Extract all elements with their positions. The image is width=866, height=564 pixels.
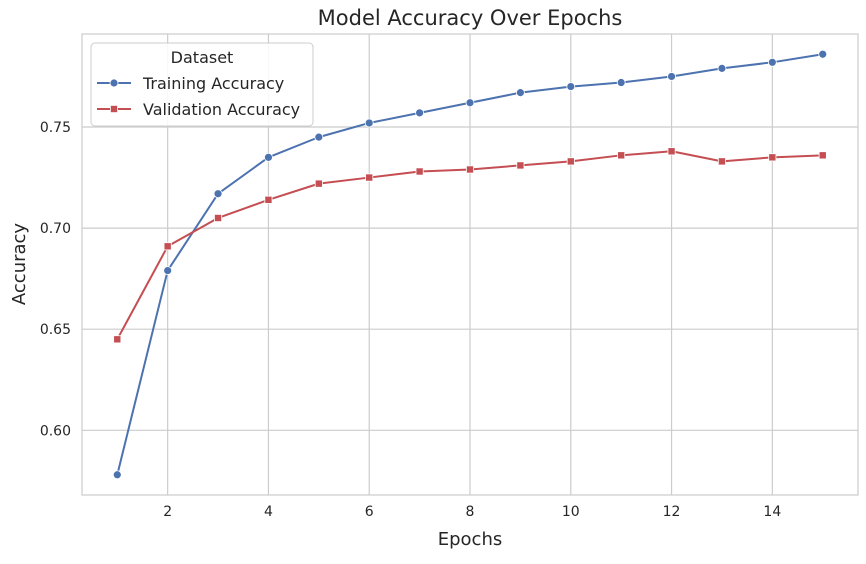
x-tick-label: 4 bbox=[264, 504, 273, 520]
data-point bbox=[667, 72, 676, 81]
y-tick-label: 0.70 bbox=[40, 221, 71, 237]
legend-entries: Training Accuracy Validation Accuracy bbox=[97, 74, 300, 119]
data-point bbox=[767, 57, 777, 67]
x-axis-title: Epochs bbox=[438, 529, 503, 550]
series-training bbox=[112, 49, 828, 480]
data-point bbox=[465, 98, 475, 108]
series-layer bbox=[112, 49, 828, 480]
plot-frame bbox=[81, 33, 859, 496]
data-point bbox=[818, 151, 827, 160]
data-point bbox=[566, 82, 576, 91]
data-point bbox=[617, 151, 626, 160]
data-point bbox=[717, 63, 727, 73]
x-tick-label: 2 bbox=[163, 504, 172, 520]
x-tick-label: 12 bbox=[663, 504, 681, 520]
data-point bbox=[667, 147, 676, 156]
data-point bbox=[515, 88, 525, 98]
data-point bbox=[516, 161, 525, 170]
y-axis-title: Accuracy bbox=[9, 223, 30, 306]
x-axis-ticks: 2 4 6 8 10 12 14 bbox=[163, 504, 781, 520]
x-tick-label: 14 bbox=[763, 504, 781, 520]
legend-label: Training Accuracy bbox=[142, 74, 284, 93]
legend-title: Dataset bbox=[171, 48, 234, 67]
data-point bbox=[768, 153, 777, 162]
data-point bbox=[415, 167, 424, 176]
data-point bbox=[163, 242, 172, 251]
data-point bbox=[365, 173, 374, 182]
data-point bbox=[213, 189, 223, 199]
data-point bbox=[818, 49, 828, 59]
x-tick-label: 8 bbox=[466, 504, 475, 520]
legend-label: Validation Accuracy bbox=[143, 100, 300, 119]
data-point bbox=[616, 78, 626, 87]
data-point bbox=[163, 266, 173, 275]
legend-marker bbox=[109, 78, 119, 88]
y-axis-ticks: 0.60 0.65 0.70 0.75 bbox=[40, 120, 71, 439]
legend-entry: Training Accuracy bbox=[97, 74, 284, 93]
x-tick-label: 6 bbox=[365, 504, 374, 520]
data-point bbox=[264, 152, 273, 162]
data-point bbox=[314, 179, 323, 188]
data-point bbox=[113, 335, 122, 344]
data-point bbox=[465, 165, 474, 174]
data-point bbox=[364, 118, 374, 128]
data-point bbox=[112, 470, 122, 480]
data-point bbox=[264, 195, 273, 204]
chart-title: Model Accuracy Over Epochs bbox=[318, 6, 623, 30]
legend: Dataset Training Accuracy Validation Accu… bbox=[90, 42, 314, 127]
y-tick-label: 0.65 bbox=[40, 322, 71, 338]
series-validation bbox=[113, 147, 827, 344]
y-tick-label: 0.60 bbox=[40, 423, 71, 439]
legend-marker bbox=[110, 105, 119, 114]
data-point bbox=[566, 157, 575, 166]
data-point bbox=[314, 132, 324, 142]
data-point bbox=[717, 157, 726, 166]
data-point bbox=[415, 108, 425, 118]
x-tick-label: 10 bbox=[562, 504, 580, 520]
y-tick-label: 0.75 bbox=[40, 120, 71, 136]
legend-entry: Validation Accuracy bbox=[97, 100, 300, 119]
legend-box bbox=[90, 42, 314, 127]
data-point bbox=[214, 213, 223, 222]
